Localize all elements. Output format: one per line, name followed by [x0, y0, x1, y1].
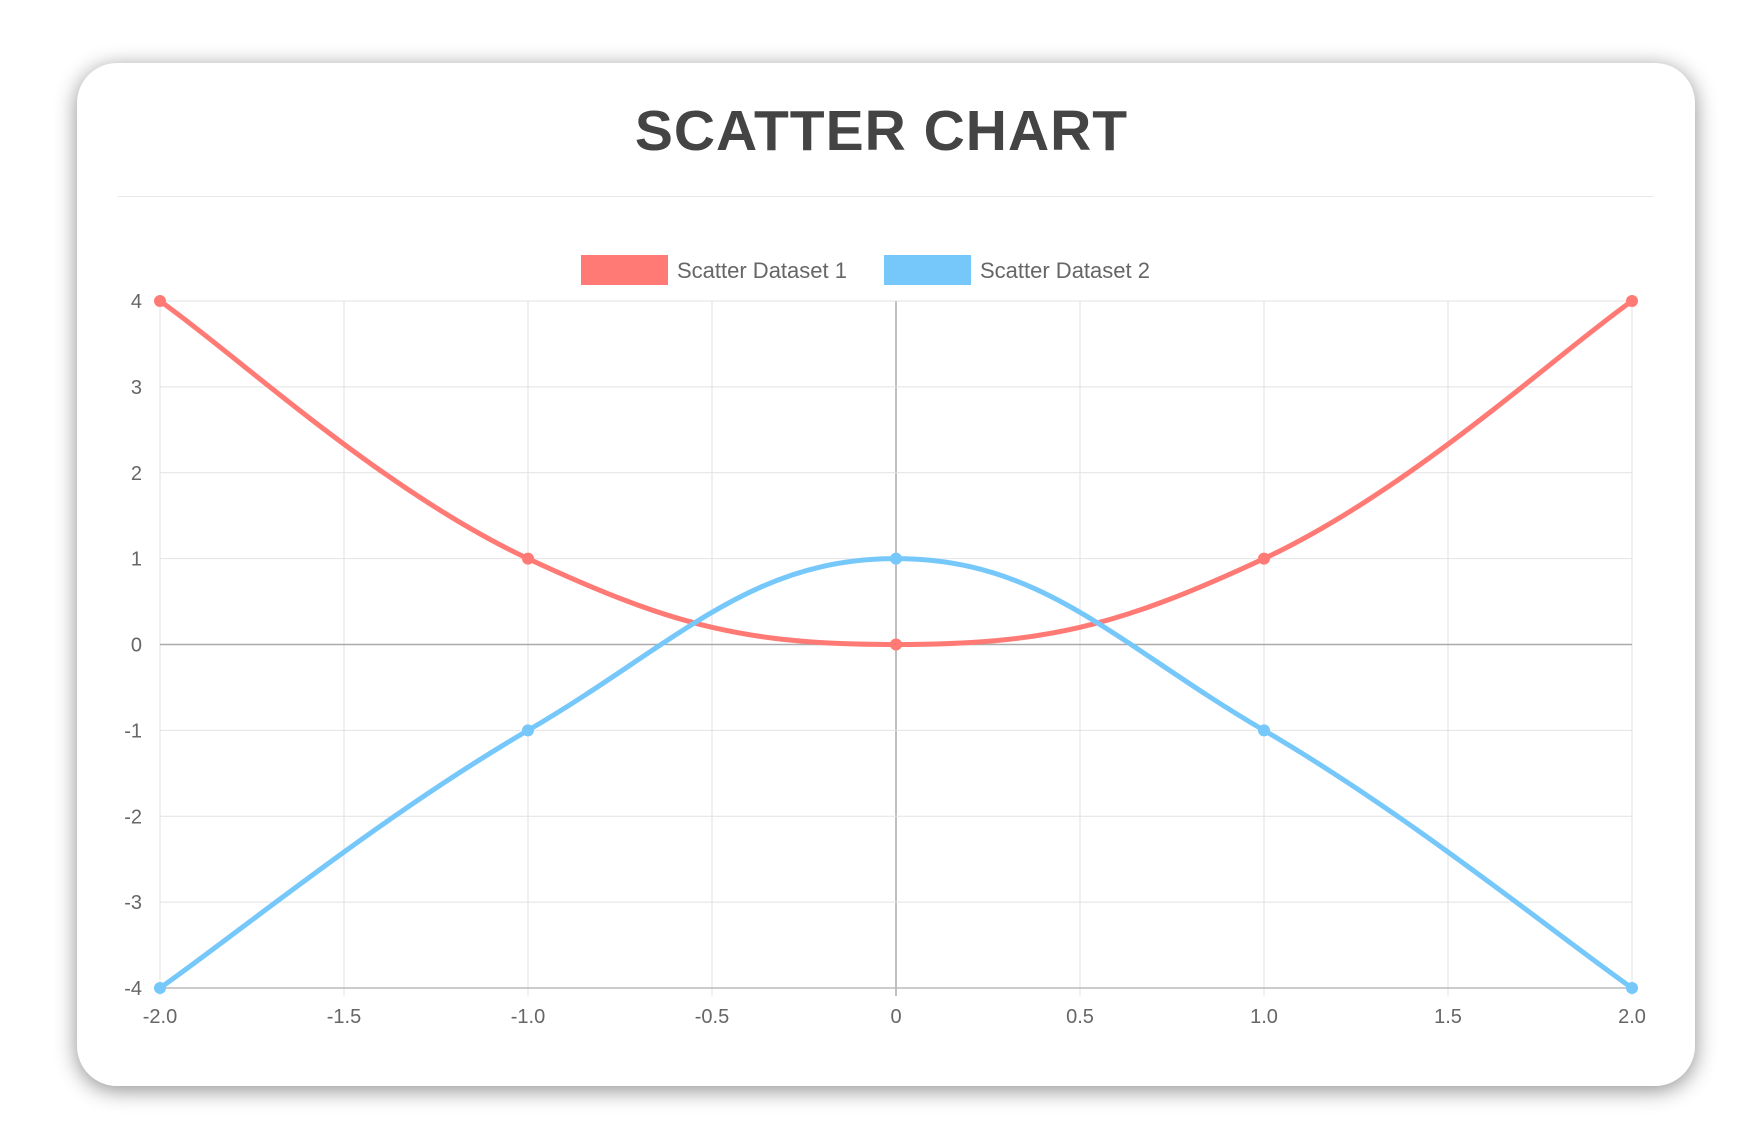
x-tick-label: 2.0	[1618, 1006, 1646, 1028]
x-tick-label: 0	[890, 1006, 901, 1028]
x-tick-label: -1.0	[511, 1006, 545, 1028]
x-tick-label: -0.5	[695, 1006, 729, 1028]
data-point	[1258, 724, 1270, 737]
title-divider	[118, 196, 1654, 197]
x-tick-label: -2.0	[143, 1006, 177, 1028]
x-tick-label: 0.5	[1066, 1006, 1094, 1028]
y-tick-label: 2	[131, 463, 142, 485]
data-point	[154, 295, 166, 307]
x-tick-label: 1.0	[1250, 1006, 1278, 1028]
data-point	[154, 982, 166, 994]
legend-swatch	[581, 255, 668, 285]
legend-swatch	[884, 255, 971, 285]
data-point	[522, 724, 534, 737]
y-tick-label: 0	[131, 635, 142, 657]
y-tick-label: -2	[124, 806, 142, 828]
y-tick-label: -3	[124, 892, 142, 914]
y-tick-label: 4	[131, 291, 142, 313]
data-point	[1258, 552, 1270, 565]
data-point	[522, 552, 534, 565]
data-point	[890, 552, 902, 565]
chart-card	[77, 63, 1695, 1086]
data-point	[1626, 982, 1638, 994]
y-tick-label: 3	[131, 377, 142, 399]
legend-label: Scatter Dataset 1	[677, 258, 847, 283]
x-tick-label: 1.5	[1434, 1006, 1462, 1028]
chart-title: SCATTER CHART	[634, 99, 1129, 163]
data-point	[1626, 295, 1638, 307]
y-tick-label: -1	[124, 720, 142, 742]
y-tick-label: -4	[124, 978, 142, 1000]
y-tick-label: 1	[131, 549, 142, 571]
data-point	[890, 638, 902, 651]
legend-label: Scatter Dataset 2	[980, 258, 1150, 283]
x-tick-label: -1.5	[327, 1006, 361, 1028]
